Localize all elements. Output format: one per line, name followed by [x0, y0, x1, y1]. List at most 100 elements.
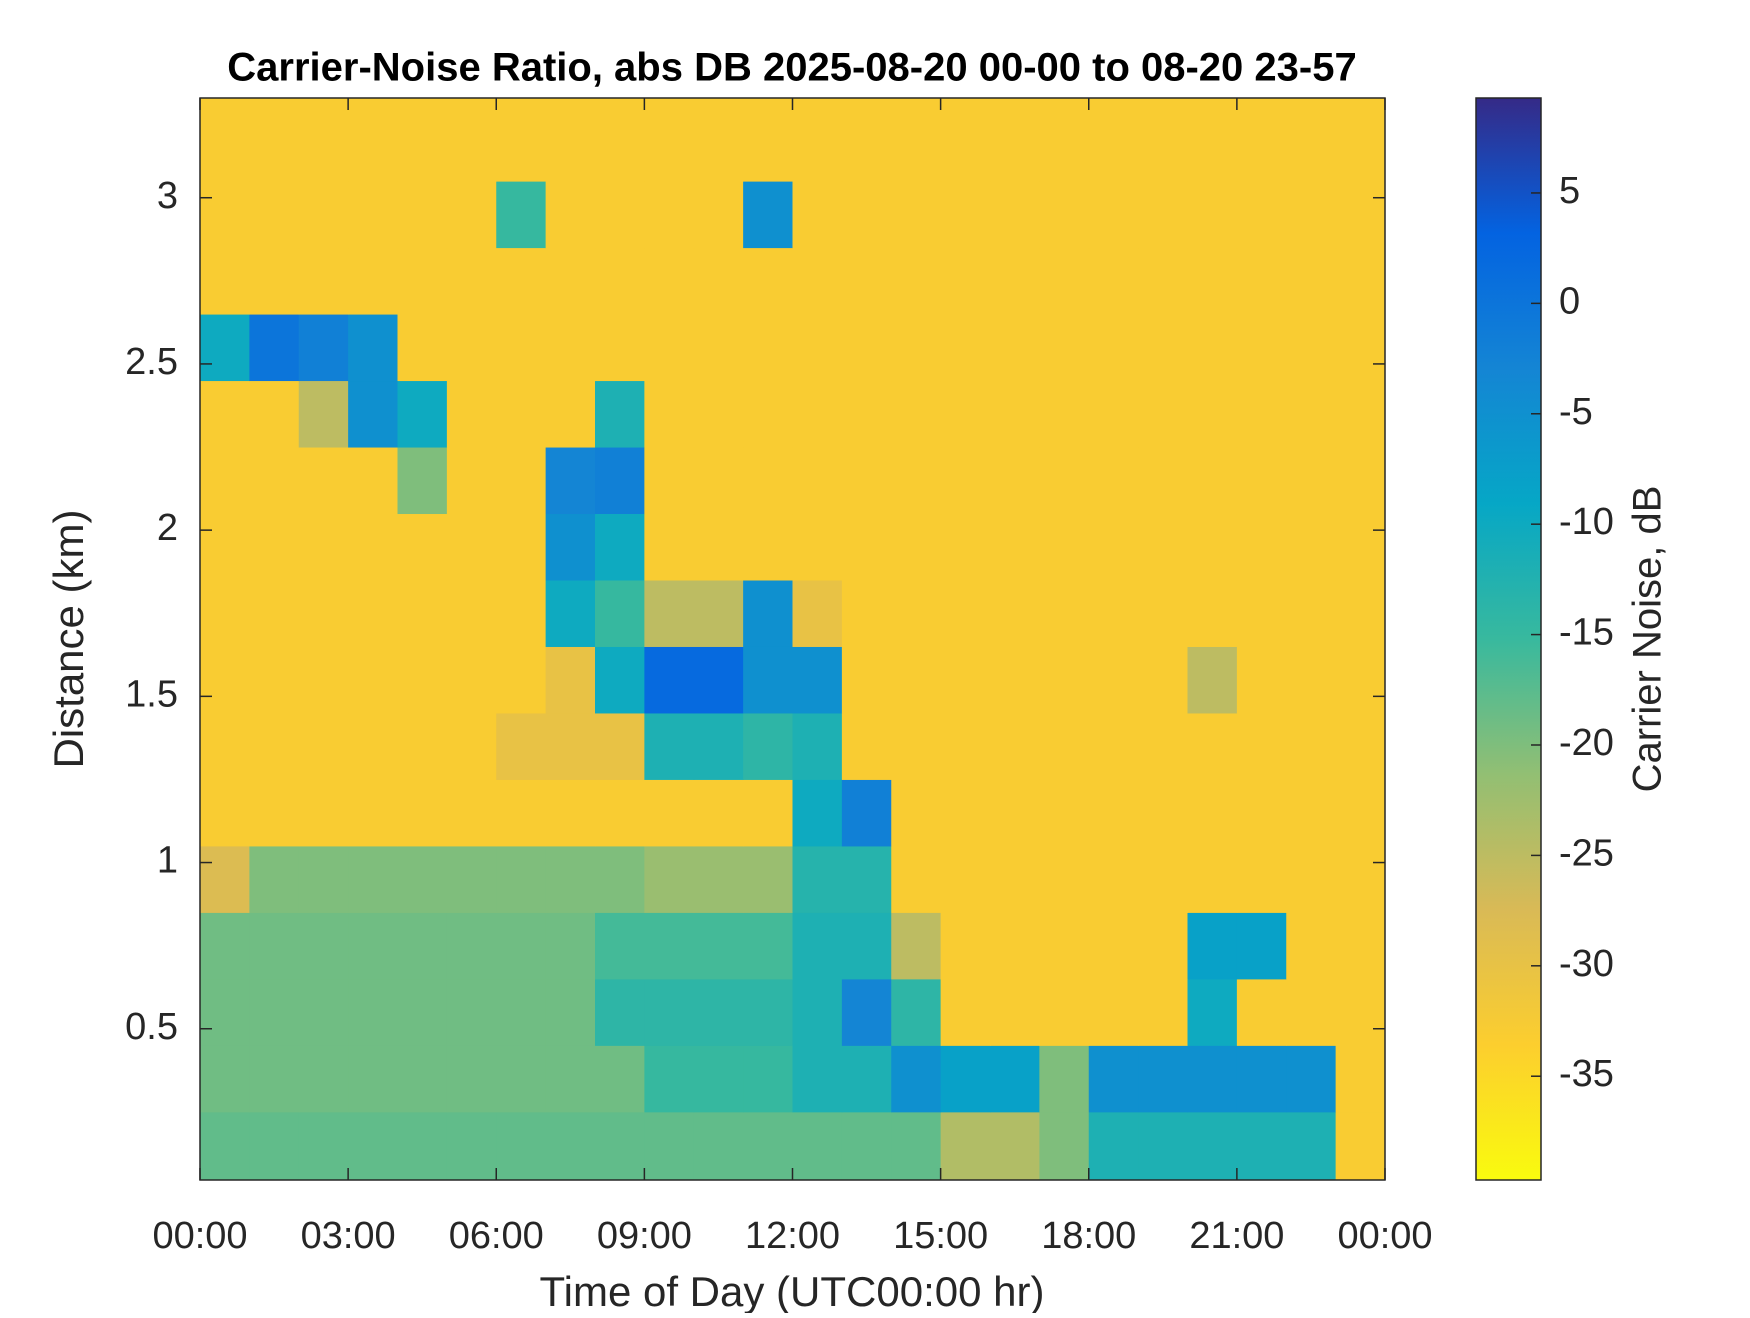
- heatmap-cell: [348, 247, 398, 315]
- heatmap-cell: [1039, 912, 1090, 980]
- heatmap-cell: [841, 380, 892, 448]
- heatmap-cell: [496, 712, 547, 780]
- x-tick-label: 09:00: [597, 1215, 692, 1257]
- heatmap-cell: [200, 646, 250, 714]
- heatmap-cell: [841, 98, 892, 182]
- heatmap-cell: [1187, 978, 1238, 1046]
- colorbar-tick-label: 5: [1559, 170, 1580, 212]
- heatmap-cell: [891, 181, 942, 249]
- heatmap-cell: [446, 978, 497, 1046]
- heatmap-cell: [1286, 579, 1337, 647]
- heatmap-cell: [348, 98, 398, 182]
- heatmap-cell: [1039, 579, 1090, 647]
- heatmap-cell: [792, 247, 843, 315]
- heatmap-cell: [1039, 380, 1090, 448]
- heatmap-cell: [841, 1111, 892, 1181]
- colorbar-tick-label: -25: [1559, 832, 1614, 874]
- heatmap-cell: [792, 912, 843, 980]
- heatmap-cell: [743, 712, 793, 780]
- heatmap-cell: [200, 845, 250, 913]
- heatmap-cell: [693, 98, 744, 182]
- heatmap-cell: [1088, 646, 1139, 714]
- heatmap-cell: [792, 579, 843, 647]
- heatmap-cell: [940, 646, 991, 714]
- x-tick-label: 00:00: [1337, 1215, 1432, 1257]
- heatmap-cell: [1039, 181, 1090, 249]
- heatmap-cell: [940, 1111, 991, 1181]
- heatmap-cell: [298, 912, 349, 980]
- heatmap-cell: [1335, 247, 1386, 315]
- heatmap-cell: [298, 513, 349, 581]
- heatmap-cell: [644, 912, 695, 980]
- heatmap-cell: [990, 845, 1040, 913]
- heatmap-cell: [1187, 447, 1238, 515]
- heatmap-cell: [545, 912, 596, 980]
- heatmap-cell: [1088, 712, 1139, 780]
- heatmap-cell: [990, 779, 1040, 847]
- heatmap-cell: [1335, 912, 1386, 980]
- heatmap-cell: [792, 380, 843, 448]
- heatmap-cell: [446, 1045, 497, 1113]
- heatmap-cell: [595, 380, 645, 448]
- heatmap-cell: [792, 712, 843, 780]
- heatmap-cell: [298, 779, 349, 847]
- heatmap-cell: [1039, 513, 1090, 581]
- heatmap-cell: [446, 247, 497, 315]
- heatmap-cell: [1088, 380, 1139, 448]
- heatmap-cell: [1236, 447, 1287, 515]
- heatmap-cell: [1187, 181, 1238, 249]
- heatmap-cell: [1236, 181, 1287, 249]
- heatmap-cell: [545, 447, 596, 515]
- heatmap-cell: [397, 447, 448, 515]
- heatmap-cell: [1335, 646, 1386, 714]
- heatmap-cell: [496, 98, 547, 182]
- heatmap-cell: [1335, 98, 1386, 182]
- colorbar: [1475, 97, 1542, 1181]
- heatmap-cell: [841, 646, 892, 714]
- heatmap-cell: [1187, 247, 1238, 315]
- heatmap-cell: [891, 845, 942, 913]
- heatmap-cell: [1088, 513, 1139, 581]
- heatmap-cell: [1335, 380, 1386, 448]
- heatmap-cell: [200, 181, 250, 249]
- heatmap-cell: [348, 181, 398, 249]
- heatmap-cell: [249, 247, 300, 315]
- heatmap-cell: [595, 845, 645, 913]
- heatmap-cell: [1236, 1111, 1287, 1181]
- heatmap-cell: [990, 447, 1040, 515]
- heatmap-cell: [200, 380, 250, 448]
- heatmap-cell: [249, 845, 300, 913]
- heatmap-cell: [940, 380, 991, 448]
- heatmap-cell: [1187, 712, 1238, 780]
- x-axis-label: Time of Day (UTC00:00 hr): [540, 1268, 1045, 1313]
- heatmap-cell: [1187, 646, 1238, 714]
- heatmap-cell: [249, 1111, 300, 1181]
- heatmap-cell: [743, 181, 793, 249]
- heatmap-cell: [1236, 380, 1287, 448]
- heatmap-cell: [200, 978, 250, 1046]
- heatmap-cell: [595, 513, 645, 581]
- heatmap-cell: [1236, 779, 1287, 847]
- heatmap-cell: [446, 447, 497, 515]
- heatmap-cell: [545, 712, 596, 780]
- heatmap-cell: [1088, 247, 1139, 315]
- heatmap-cell: [348, 579, 398, 647]
- heatmap-cell: [446, 513, 497, 581]
- heatmap-cell: [990, 247, 1040, 315]
- heatmap-cell: [792, 845, 843, 913]
- heatmap-cell: [397, 380, 448, 448]
- heatmap-cell: [446, 646, 497, 714]
- heatmap-cell: [397, 513, 448, 581]
- heatmap-cell: [891, 314, 942, 382]
- heatmap-cell: [693, 779, 744, 847]
- heatmap-cell: [200, 247, 250, 315]
- heatmap-cell: [743, 1045, 793, 1113]
- heatmap-cell: [1138, 779, 1188, 847]
- heatmap-cell: [595, 314, 645, 382]
- heatmap-cell: [1286, 513, 1337, 581]
- heatmap-cell: [1335, 579, 1386, 647]
- heatmap-cell: [348, 779, 398, 847]
- heatmap-cell: [200, 314, 250, 382]
- colorbar-tick-label: -5: [1559, 391, 1593, 433]
